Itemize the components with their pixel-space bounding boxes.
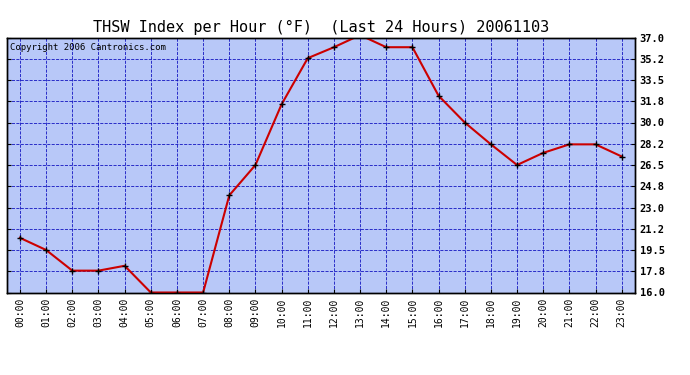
Text: Copyright 2006 Cantronics.com: Copyright 2006 Cantronics.com bbox=[10, 43, 166, 52]
Title: THSW Index per Hour (°F)  (Last 24 Hours) 20061103: THSW Index per Hour (°F) (Last 24 Hours)… bbox=[92, 20, 549, 35]
